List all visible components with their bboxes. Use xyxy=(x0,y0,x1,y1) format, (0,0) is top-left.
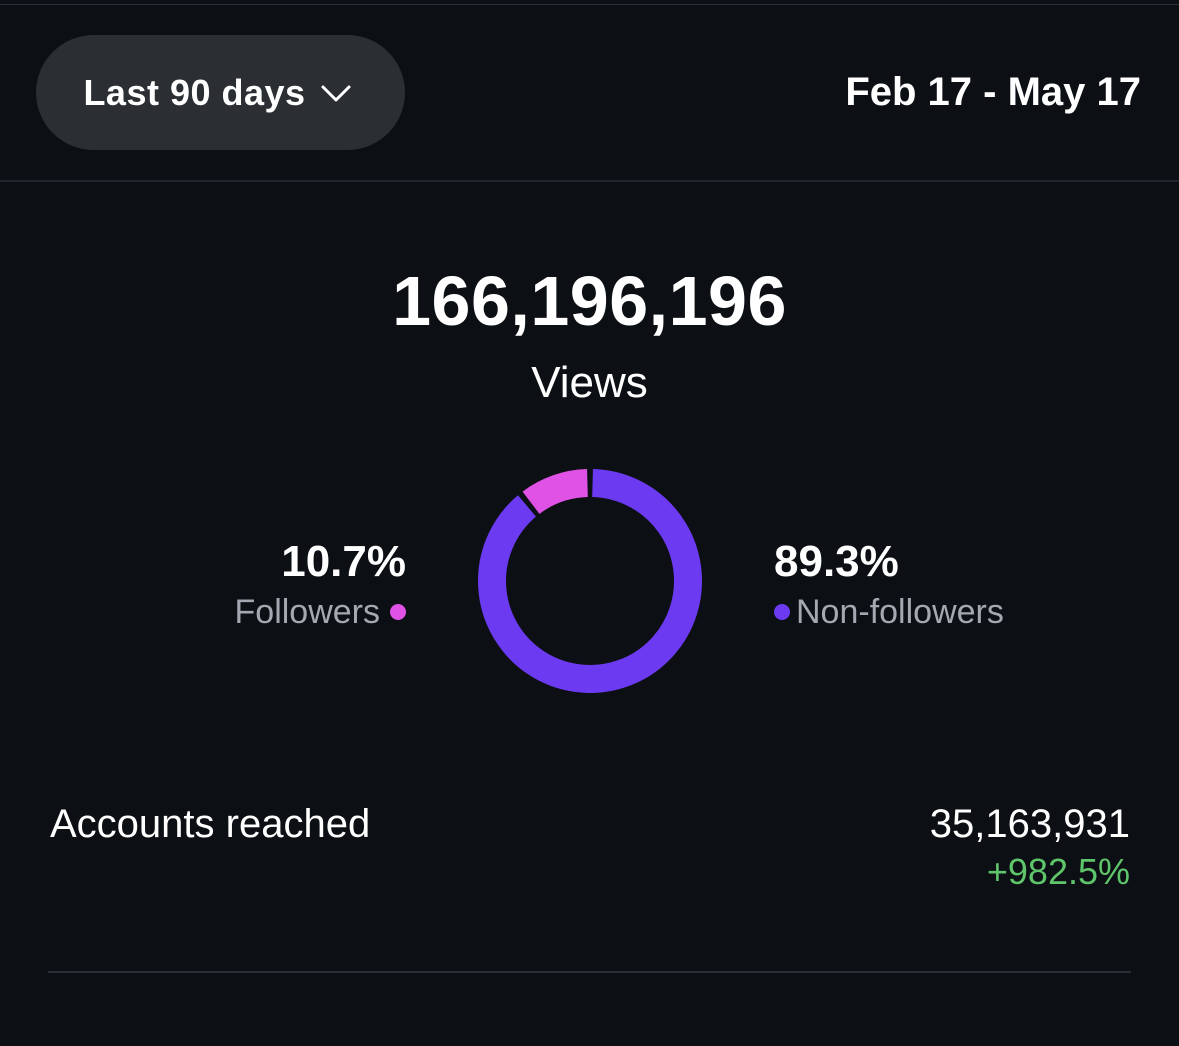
date-range-text: Feb 17 - May 17 xyxy=(845,70,1141,114)
followers-label: Followers xyxy=(234,593,380,631)
accounts-reached-change: +982.5% xyxy=(986,851,1130,892)
accounts-reached-value: 35,163,931 xyxy=(929,802,1130,846)
donut-segment-non-followers xyxy=(478,469,702,693)
donut-segment-followers xyxy=(522,469,589,515)
header-divider xyxy=(0,180,1179,182)
followers-percent: 10.7% xyxy=(281,537,406,586)
non-followers-legend: Non-followers xyxy=(774,592,1004,632)
views-count: 166,196,196 xyxy=(392,262,787,340)
section-divider xyxy=(48,971,1131,973)
views-label: Views xyxy=(531,358,648,407)
non-followers-percent: 89.3% xyxy=(774,537,899,586)
followers-dot-icon xyxy=(390,604,406,620)
date-range-dropdown[interactable]: Last 90 days xyxy=(36,35,405,150)
date-range-dropdown-label: Last 90 days xyxy=(83,71,306,113)
chevron-down-icon xyxy=(321,85,351,101)
non-followers-dot-icon xyxy=(774,604,790,620)
non-followers-label: Non-followers xyxy=(796,593,1004,631)
top-divider xyxy=(0,4,1179,5)
audience-donut-chart xyxy=(478,469,702,693)
followers-legend: Followers xyxy=(235,592,406,632)
accounts-reached-label: Accounts reached xyxy=(50,802,371,846)
